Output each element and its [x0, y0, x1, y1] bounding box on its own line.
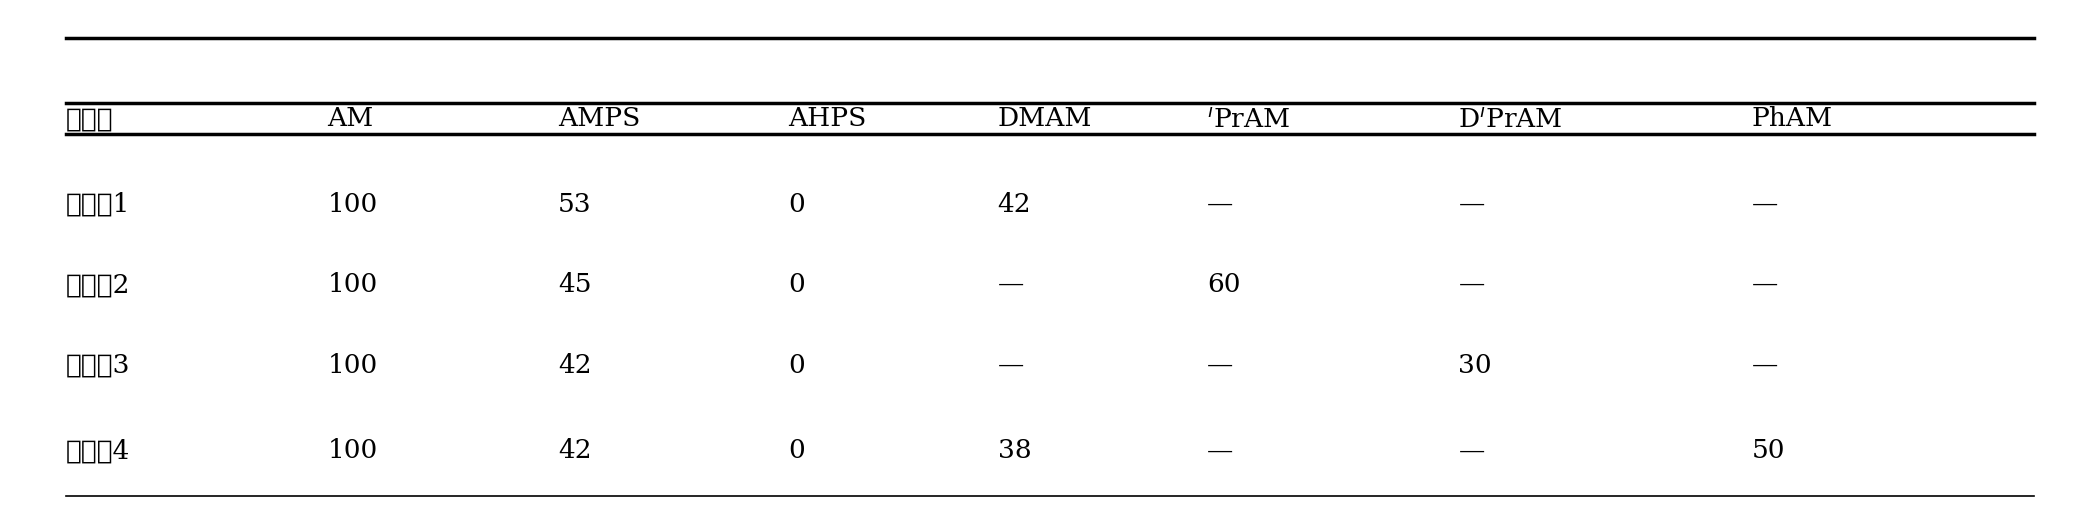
- Text: —: —: [1457, 192, 1485, 217]
- Text: —: —: [998, 272, 1025, 297]
- Text: 实施例2: 实施例2: [65, 272, 130, 297]
- Text: 42: 42: [559, 353, 592, 378]
- Text: —: —: [1457, 438, 1485, 463]
- Text: 100: 100: [328, 272, 378, 297]
- Text: —: —: [1751, 192, 1779, 217]
- Text: 30: 30: [1457, 353, 1491, 378]
- Text: 0: 0: [788, 353, 804, 378]
- Text: $^i$PrAM: $^i$PrAM: [1208, 104, 1289, 133]
- Text: 38: 38: [998, 438, 1031, 463]
- Text: D$^i$PrAM: D$^i$PrAM: [1457, 104, 1562, 133]
- Text: 42: 42: [559, 438, 592, 463]
- Text: DMAM: DMAM: [998, 106, 1092, 131]
- Text: AM: AM: [328, 106, 374, 131]
- Text: 聚合物: 聚合物: [65, 106, 113, 131]
- Text: —: —: [1208, 438, 1233, 463]
- Text: —: —: [1751, 353, 1779, 378]
- Text: 0: 0: [788, 192, 804, 217]
- Text: —: —: [1457, 272, 1485, 297]
- Text: —: —: [1751, 272, 1779, 297]
- Text: 实施例3: 实施例3: [65, 353, 130, 378]
- Text: 45: 45: [559, 272, 592, 297]
- Text: 42: 42: [998, 192, 1031, 217]
- Text: 100: 100: [328, 438, 378, 463]
- Text: 0: 0: [788, 438, 804, 463]
- Text: AHPS: AHPS: [788, 106, 867, 131]
- Text: 50: 50: [1751, 438, 1785, 463]
- Text: 0: 0: [788, 272, 804, 297]
- Text: PhAM: PhAM: [1751, 106, 1833, 131]
- Text: —: —: [1208, 353, 1233, 378]
- Text: —: —: [1208, 192, 1233, 217]
- Text: 实施例1: 实施例1: [65, 192, 130, 217]
- Text: 100: 100: [328, 353, 378, 378]
- Text: 53: 53: [559, 192, 592, 217]
- Text: AMPS: AMPS: [559, 106, 640, 131]
- Text: 60: 60: [1208, 272, 1241, 297]
- Text: 100: 100: [328, 192, 378, 217]
- Text: 实施例4: 实施例4: [65, 438, 130, 463]
- Text: —: —: [998, 353, 1025, 378]
